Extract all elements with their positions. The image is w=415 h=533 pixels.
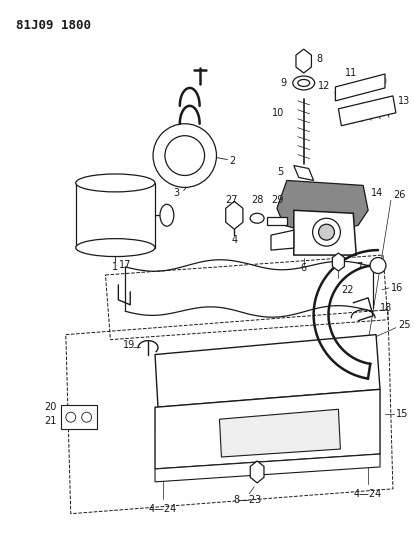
Circle shape	[66, 412, 76, 422]
Polygon shape	[250, 461, 264, 483]
Bar	[267, 217, 287, 225]
Text: 12: 12	[318, 81, 330, 91]
Text: 7: 7	[356, 262, 362, 272]
Text: 27: 27	[225, 196, 238, 205]
Polygon shape	[296, 49, 311, 73]
Text: 13: 13	[398, 96, 410, 106]
Polygon shape	[155, 389, 380, 469]
Polygon shape	[294, 166, 314, 181]
Text: 22: 22	[341, 285, 353, 295]
Text: 3: 3	[174, 188, 180, 198]
Polygon shape	[271, 230, 294, 250]
Ellipse shape	[160, 204, 174, 226]
Polygon shape	[338, 96, 396, 126]
Ellipse shape	[250, 213, 264, 223]
Text: 8—23: 8—23	[233, 495, 261, 505]
Text: 28: 28	[251, 196, 263, 205]
Text: 10: 10	[272, 108, 284, 118]
Text: 5: 5	[278, 167, 284, 177]
Bar	[61, 405, 97, 429]
Text: 25: 25	[398, 320, 410, 330]
Ellipse shape	[293, 76, 315, 90]
Text: 4—24: 4—24	[149, 504, 177, 514]
Polygon shape	[277, 181, 368, 232]
Polygon shape	[226, 201, 243, 229]
Text: 19: 19	[123, 340, 135, 350]
Text: 1: 1	[112, 262, 118, 272]
Text: 4: 4	[231, 235, 237, 245]
Circle shape	[153, 124, 217, 188]
Text: 29: 29	[271, 196, 283, 205]
Ellipse shape	[76, 239, 155, 256]
Text: 2: 2	[229, 156, 236, 166]
Circle shape	[312, 218, 340, 246]
Polygon shape	[220, 409, 340, 457]
Circle shape	[165, 136, 205, 175]
Text: 21: 21	[44, 416, 57, 426]
Circle shape	[370, 257, 386, 273]
Ellipse shape	[76, 174, 155, 192]
Polygon shape	[332, 253, 344, 271]
Polygon shape	[294, 211, 356, 255]
Text: 6: 6	[300, 263, 307, 273]
Polygon shape	[155, 335, 380, 407]
Text: 18: 18	[380, 303, 392, 313]
Polygon shape	[335, 74, 385, 101]
Text: 8: 8	[317, 54, 323, 64]
Text: 17: 17	[119, 260, 132, 270]
Text: 15: 15	[396, 409, 408, 419]
Polygon shape	[155, 454, 380, 482]
Bar	[76, 183, 155, 248]
Text: 9: 9	[281, 78, 287, 88]
Text: 16: 16	[391, 283, 403, 293]
Text: 20: 20	[44, 402, 57, 412]
Text: 4—24: 4—24	[354, 489, 382, 499]
Text: 11: 11	[345, 68, 358, 78]
Text: 26: 26	[393, 190, 405, 200]
Ellipse shape	[298, 79, 310, 86]
Circle shape	[82, 412, 92, 422]
Text: 14: 14	[371, 188, 383, 198]
Text: 81J09 1800: 81J09 1800	[16, 19, 91, 33]
Circle shape	[319, 224, 334, 240]
